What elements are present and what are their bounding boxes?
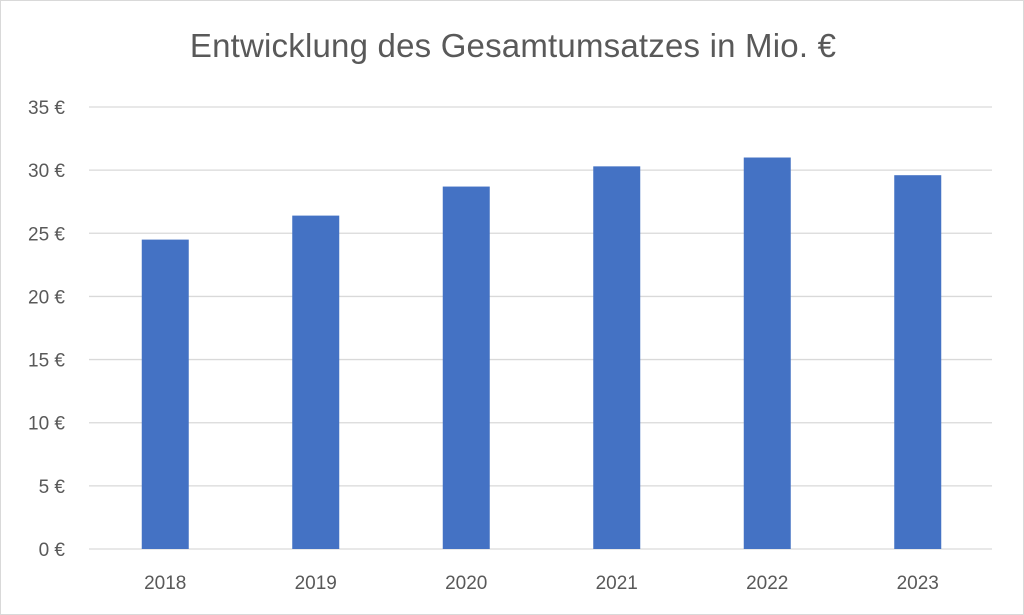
bar-2023 [894, 175, 942, 550]
y-tick-label: 35 € [28, 98, 65, 119]
bar-2019 [292, 215, 340, 549]
x-tick-label: 2021 [596, 573, 638, 594]
y-axis-tick-labels: 0 € 5 € 10 € 15 € 20 € 25 € 30 € 35 € [28, 98, 65, 561]
bar-2018 [141, 239, 189, 549]
x-axis-tick-labels: 2018 2019 2020 2021 2022 2023 [144, 573, 939, 594]
x-tick-label: 2020 [445, 573, 487, 594]
y-tick-label: 5 € [39, 477, 66, 498]
chart-title: Entwicklung des Gesamtumsatzes in Mio. € [189, 27, 837, 64]
x-tick-label: 2018 [144, 573, 186, 594]
x-tick-label: 2019 [295, 573, 337, 594]
x-tick-label: 2022 [746, 573, 788, 594]
y-tick-label: 0 € [39, 540, 66, 561]
y-tick-label: 10 € [28, 414, 65, 435]
y-tick-label: 30 € [28, 161, 65, 182]
y-tick-label: 15 € [28, 351, 65, 372]
x-tick-label: 2023 [897, 573, 939, 594]
bar-2021 [593, 166, 641, 549]
bar-2020 [442, 186, 490, 549]
y-tick-label: 25 € [28, 224, 65, 245]
bar-2022 [743, 157, 791, 549]
bars [141, 157, 942, 550]
gridlines [89, 106, 992, 550]
y-tick-label: 20 € [28, 287, 65, 308]
